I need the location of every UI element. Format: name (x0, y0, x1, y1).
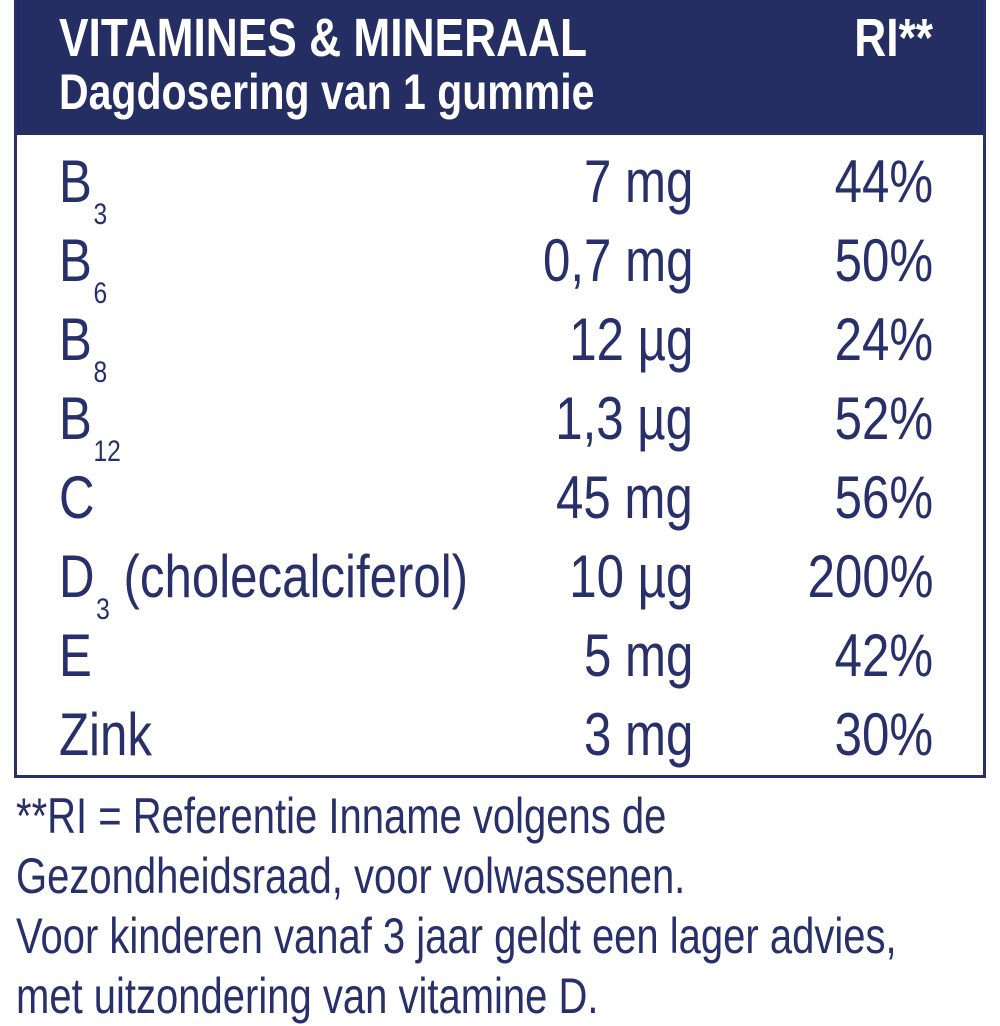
table-row: E 5 mg 42% (17, 621, 983, 701)
nutrient-amount: 45 mg (556, 464, 693, 531)
nutrient-name: B3 (59, 148, 108, 231)
nutrient-name: B8 (59, 306, 108, 389)
nutrient-name: C (59, 464, 95, 531)
table-header: VITAMINES & MINERAAL Dagdosering van 1 g… (17, 0, 983, 135)
ri-column-header: RI** (854, 8, 933, 68)
nutrient-ri: 52% (834, 385, 933, 452)
nutrient-name: B6 (59, 227, 108, 310)
nutrient-name: B12 (59, 385, 121, 468)
footnote-line: Gezondheidsraad, voor volwassenen. (16, 848, 686, 904)
footnote-line: met uitzondering van vitamine D. (16, 968, 599, 1024)
nutrient-ri: 44% (834, 148, 933, 215)
nutrient-name: E (59, 622, 92, 689)
table-row: B8 12 µg 24% (17, 305, 983, 389)
nutrient-amount: 3 mg (583, 701, 693, 768)
nutrient-ri: 42% (834, 622, 933, 689)
nutrient-name: D3 (cholecalciferol) (59, 543, 469, 626)
nutrition-table: VITAMINES & MINERAAL Dagdosering van 1 g… (14, 0, 986, 778)
footnote-line: **RI = Referentie Inname volgens de (16, 788, 667, 844)
nutrient-amount: 10 µg (568, 543, 693, 610)
nutrient-amount: 7 mg (583, 148, 693, 215)
nutrient-ri: 50% (834, 227, 933, 294)
table-row: B6 0,7 mg 50% (17, 226, 983, 310)
table-row: B3 7 mg 44% (17, 147, 983, 231)
footnote-line: Voor kinderen vanaf 3 jaar geldt een lag… (16, 908, 897, 964)
table-title: VITAMINES & MINERAAL (59, 8, 588, 68)
nutrient-ri: 30% (834, 701, 933, 768)
nutrient-name: Zink (59, 701, 152, 768)
table-row: Zink 3 mg 30% (17, 700, 983, 780)
nutrient-ri: 56% (834, 464, 933, 531)
nutrient-amount: 0,7 mg (542, 227, 693, 294)
nutrient-amount: 5 mg (583, 622, 693, 689)
nutrient-ri: 24% (834, 306, 933, 373)
table-row: C 45 mg 56% (17, 463, 983, 543)
table-row: D3 (cholecalciferol) 10 µg 200% (17, 542, 983, 626)
footnote: **RI = Referentie Inname volgens de Gezo… (16, 786, 897, 1026)
nutrient-amount: 12 µg (568, 306, 693, 373)
nutrient-amount: 1,3 µg (555, 385, 693, 452)
nutrient-ri: 200% (807, 543, 933, 610)
table-subtitle: Dagdosering van 1 gummie (59, 64, 595, 120)
table-row: B12 1,3 µg 52% (17, 384, 983, 468)
